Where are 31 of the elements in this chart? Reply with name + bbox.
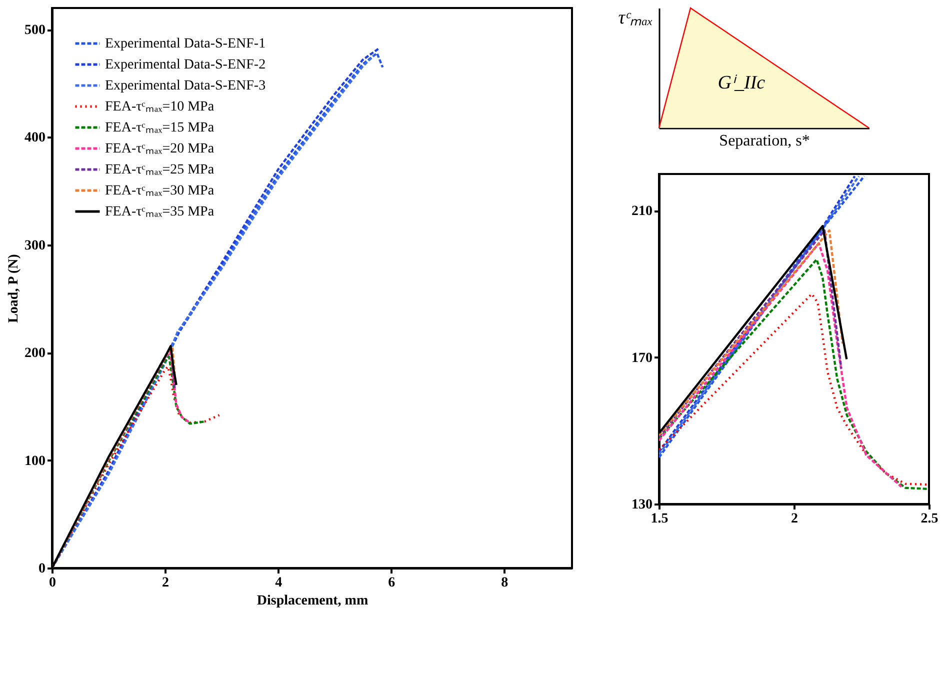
- y-axis-title: Load, P (N): [6, 254, 22, 323]
- y-tick-label: 130: [632, 498, 652, 512]
- x-tick-label: 8: [501, 576, 508, 590]
- x-tick-label: 4: [275, 576, 282, 590]
- x-tick-label: 2.5: [920, 512, 938, 526]
- legend-label: FEA-τᶜₘₐₓ=35 MPa: [105, 204, 215, 220]
- legend-label: FEA-τᶜₘₐₓ=30 MPa: [105, 184, 215, 198]
- y-tick-label: 210: [632, 204, 652, 220]
- y-tick-label: 400: [24, 130, 46, 146]
- x-axis-title: Separation, s*: [719, 132, 810, 150]
- y-tick-label: 100: [24, 454, 46, 469]
- text: τᶜₘₐₓ: [618, 8, 653, 29]
- x-tick-label: 2: [162, 576, 170, 590]
- y-tick-label: 500: [24, 23, 46, 38]
- annotation: Gⁱ_IIc: [718, 72, 766, 94]
- legend-label: FEA-τᶜₘₐₓ=15 MPa: [105, 120, 215, 136]
- x-tick-label: 0: [49, 576, 56, 590]
- x-tick-label: 1.5: [650, 512, 668, 526]
- y-tick-label: 200: [24, 346, 46, 362]
- legend-label: Experimental Data-S-ENF-3: [105, 78, 266, 94]
- x-axis-title: Displacement, mm: [256, 594, 368, 608]
- legend-label: FEA-τᶜₘₐₓ=20 MPa: [105, 142, 215, 156]
- x-tick-label: 6: [388, 576, 396, 590]
- legend-label: Experimental Data-S-ENF-1: [105, 36, 266, 52]
- legend-label: FEA-τᶜₘₐₓ=10 MPa: [105, 100, 215, 114]
- y-tick-label: 0: [38, 562, 46, 576]
- legend-label: FEA-τᶜₘₐₓ=25 MPa: [105, 162, 215, 178]
- legend-label: Experimental Data-S-ENF-2: [105, 58, 266, 72]
- y-tick-label: 300: [24, 238, 46, 254]
- y-tick-label: 170: [632, 350, 652, 366]
- x-tick-label: 2: [791, 512, 798, 526]
